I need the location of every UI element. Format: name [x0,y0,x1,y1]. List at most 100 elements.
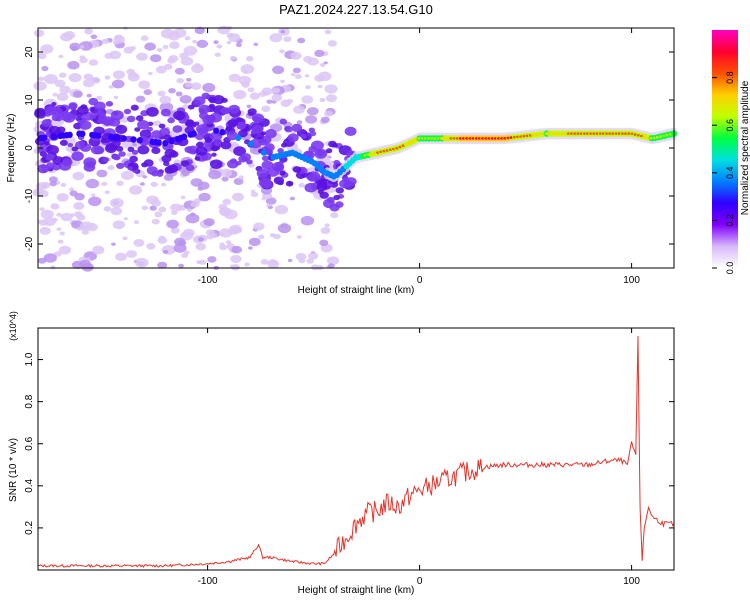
noise-blob [324,29,332,35]
noise-blob [244,262,250,267]
band-blob [134,127,141,132]
band-blob [89,113,97,119]
band-blob [88,97,99,106]
noise-blob [206,233,215,240]
noise-blob [162,44,169,50]
band-blob [127,166,133,171]
noise-blob [273,233,281,240]
band-blob [213,140,222,147]
noise-blob [133,239,145,247]
noise-blob [109,198,124,208]
noise-blob [233,89,247,100]
noise-blob [175,91,183,97]
noise-blob [163,250,169,254]
noise-blob [56,92,69,102]
noise-blob [63,30,76,40]
noise-blob [151,218,160,225]
noise-blob [110,207,123,216]
noise-blob [92,245,105,255]
noise-blob [150,54,162,63]
noise-blob [320,227,331,234]
noise-blob [79,259,92,269]
chart-title: PAZ1.2024.227.13.54.G10 [279,2,433,17]
band-blob [71,146,79,152]
colorbar-tick-label: 0.2 [725,214,735,227]
band-blob [167,117,175,124]
noise-blob [76,214,86,221]
band-blob [184,146,194,154]
noise-blob [228,73,241,83]
noise-blob [190,200,200,208]
band-blob [208,103,215,109]
band-blob [105,101,114,107]
colorbar-tick-label: 0.0 [725,262,735,275]
band-blob [211,152,217,157]
band-blob [137,145,150,155]
colorbar-tick-label: 0.4 [725,167,735,180]
noise-blob [269,33,283,43]
noise-blob [126,152,133,157]
noise-blob [116,180,124,186]
noise-blob [319,97,326,103]
band-blob [185,164,195,171]
band-blob [273,176,285,185]
noise-blob [70,46,78,52]
noise-blob [59,231,65,236]
noise-blob [144,42,156,51]
band-blob [71,151,84,161]
band-blob [193,96,206,106]
noise-blob [290,72,296,77]
band-blob [271,162,285,172]
noise-blob [122,236,128,241]
y-tick-label: 0.4 [24,478,35,492]
noise-blob [242,70,248,74]
band-blob [112,154,120,160]
band-blob [261,160,274,170]
noise-blob [126,250,137,258]
noise-blob [174,237,186,246]
noise-blob [101,181,108,187]
noise-blob [303,55,313,63]
x-tick-label: 0 [417,275,423,286]
noise-blob [185,213,200,224]
noise-blob [68,187,74,192]
noise-blob [298,182,305,188]
noise-blob [50,265,56,270]
ridge-mark [41,134,48,141]
ridge-mark [260,149,267,156]
band-blob [127,146,135,152]
noise-blob [203,218,215,227]
band-blob [123,108,132,115]
snr-frame [37,327,675,571]
band-blob [143,159,154,167]
noise-blob [174,67,185,75]
noise-blob [135,95,146,103]
band-blob [185,119,194,126]
noise-blob [253,42,259,47]
colorbar-tick-label: 0.8 [725,71,735,84]
band-blob [37,164,50,174]
noise-blob [294,74,302,80]
spectrogram-y-ticks: -20 -10 0 10 20 [24,46,674,251]
noise-blob [245,56,254,62]
band-blob [45,153,55,161]
noise-blob [140,35,149,41]
noise-blob [324,84,338,94]
noise-blob [258,91,267,97]
band-blob [62,158,73,167]
band-blob [246,159,253,165]
band-blob [235,161,242,166]
noise-blob [149,205,157,211]
x-tick-label: -100 [198,576,218,587]
noise-blob [157,261,168,269]
noise-blob [195,242,207,251]
noise-blob [33,81,47,91]
noise-blob [307,107,319,116]
noise-blob [81,229,90,235]
noise-blob [141,205,149,211]
band-blob [137,120,150,130]
noise-blob [324,223,330,228]
noise-blob [104,75,111,80]
noise-blob [324,110,333,117]
band-blob [331,142,338,148]
